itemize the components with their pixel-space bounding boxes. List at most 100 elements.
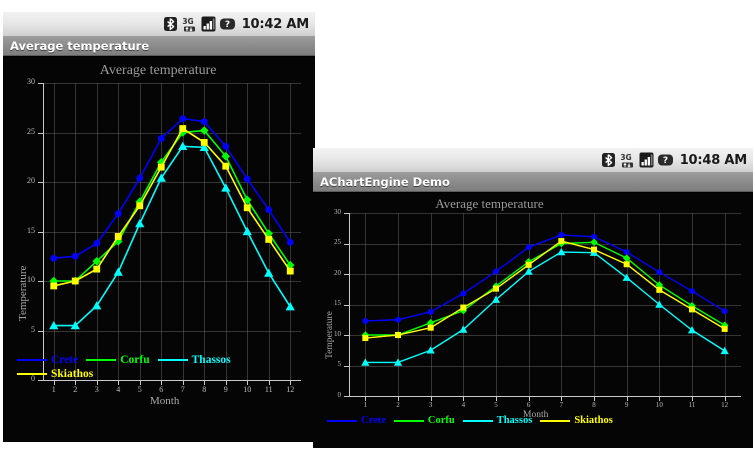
data-point bbox=[623, 261, 630, 268]
grid-line bbox=[626, 213, 628, 396]
data-point bbox=[265, 236, 273, 243]
data-point bbox=[687, 326, 697, 334]
x-axis-tick bbox=[496, 396, 497, 401]
status-bar-icons: 3G ? bbox=[601, 152, 674, 168]
chart-canvas[interactable]: Average temperature 0 5 10 15 20 25 30 1 2 3 4 5 6 7 8 9… bbox=[3, 57, 315, 442]
y-axis-label: 5 bbox=[31, 324, 35, 334]
data-point bbox=[361, 358, 370, 366]
data-point bbox=[265, 206, 273, 214]
x-axis-tick bbox=[528, 396, 530, 401]
data-point bbox=[92, 256, 101, 266]
legend-item[interactable]: Crete bbox=[17, 354, 78, 366]
x-axis-tick bbox=[561, 396, 563, 401]
data-point bbox=[136, 202, 144, 210]
x-axis-title: Month bbox=[523, 410, 549, 420]
data-point bbox=[656, 286, 663, 293]
chart-canvas[interactable]: Average temperature 0 5 10 15 20 25 30 1 2 3 4 5 6 7 8 9… bbox=[313, 193, 753, 448]
legend-swatch bbox=[327, 419, 357, 422]
grid-line bbox=[182, 83, 184, 380]
data-point bbox=[286, 238, 294, 246]
window-title-bar: AChartEngine Demo bbox=[313, 172, 753, 192]
x-axis-tick bbox=[463, 396, 465, 401]
data-point bbox=[93, 239, 101, 247]
data-point bbox=[264, 268, 274, 277]
window-average-temperature[interactable]: 3G ? 10:42 AM Average temperature Averag… bbox=[3, 12, 315, 442]
x-axis-label: 1 bbox=[363, 401, 368, 409]
data-point bbox=[362, 317, 369, 324]
data-point bbox=[136, 174, 144, 182]
data-point bbox=[222, 142, 230, 150]
series-line bbox=[365, 234, 726, 322]
x-axis-label: 11 bbox=[688, 401, 696, 409]
x-axis-label: 8 bbox=[592, 401, 596, 409]
data-point bbox=[427, 324, 434, 331]
data-point bbox=[558, 231, 565, 238]
y-axis-label: 15 bbox=[334, 299, 341, 308]
svg-text:?: ? bbox=[225, 20, 230, 30]
data-point bbox=[689, 306, 695, 313]
svg-text:?: ? bbox=[663, 156, 668, 166]
x-axis-tick bbox=[225, 380, 227, 385]
grid-line bbox=[225, 83, 227, 380]
chart-legend: Crete Corfu Thassos Skiathos bbox=[327, 415, 753, 428]
data-point bbox=[460, 304, 467, 311]
grid-line bbox=[75, 83, 77, 380]
legend-swatch bbox=[86, 359, 117, 361]
data-point bbox=[156, 173, 166, 182]
data-point bbox=[493, 285, 499, 292]
data-point bbox=[179, 125, 187, 132]
x-axis-tick bbox=[365, 396, 367, 401]
data-point bbox=[393, 358, 403, 366]
y-axis-tick bbox=[344, 396, 349, 397]
data-point bbox=[49, 320, 59, 330]
data-point bbox=[200, 139, 208, 146]
x-axis-label: 4 bbox=[116, 385, 121, 394]
y-axis-tick bbox=[38, 182, 43, 183]
legend-label: Corfu bbox=[427, 415, 455, 426]
grid-line bbox=[349, 274, 741, 275]
data-point bbox=[178, 141, 188, 151]
legend-label: Crete bbox=[51, 354, 79, 366]
grid-line bbox=[496, 213, 497, 396]
data-point bbox=[135, 218, 145, 228]
legend-item[interactable]: Thassos bbox=[157, 354, 231, 366]
y-axis-label: 20 bbox=[334, 268, 341, 277]
legend-item[interactable]: Corfu bbox=[393, 415, 455, 426]
unknown-sim-icon: ? bbox=[657, 154, 673, 166]
legend-item[interactable]: Thassos bbox=[462, 415, 532, 426]
grid-line bbox=[561, 213, 563, 396]
data-point bbox=[590, 238, 598, 247]
status-bar: 3G ? 10:42 AM bbox=[3, 12, 315, 36]
x-axis bbox=[43, 380, 301, 381]
x-axis-tick bbox=[96, 380, 98, 385]
grid-line bbox=[463, 213, 465, 396]
data-point bbox=[460, 290, 467, 297]
legend-item[interactable]: Skiathos bbox=[17, 368, 93, 380]
window-title-bar: Average temperature bbox=[3, 36, 315, 56]
x-axis bbox=[349, 396, 741, 397]
window-achartengine-demo[interactable]: 3G ? 10:48 AM AChartEngine Demo Average … bbox=[313, 148, 753, 448]
x-axis-tick bbox=[247, 380, 249, 385]
data-point bbox=[157, 135, 165, 142]
y-axis-tick bbox=[38, 231, 43, 233]
status-bar: 3G ? 10:48 AM bbox=[313, 148, 753, 172]
grid-line bbox=[118, 83, 120, 380]
legend-item[interactable]: Corfu bbox=[86, 354, 150, 366]
data-point bbox=[113, 267, 123, 276]
legend-item[interactable]: Crete bbox=[327, 415, 386, 426]
y-axis-label: 10 bbox=[27, 275, 35, 284]
x-axis-title: Month bbox=[150, 395, 180, 407]
grid-line bbox=[594, 213, 595, 396]
x-axis-label: 10 bbox=[243, 385, 252, 394]
legend-swatch bbox=[462, 419, 493, 422]
y-axis-tick bbox=[38, 330, 43, 332]
legend-item[interactable]: Skiathos bbox=[540, 415, 613, 426]
legend-swatch bbox=[157, 359, 188, 361]
y-axis-tick bbox=[344, 304, 349, 306]
data-point bbox=[591, 246, 597, 253]
x-axis-tick bbox=[182, 380, 184, 385]
data-point bbox=[459, 325, 468, 333]
y-axis bbox=[349, 213, 350, 396]
y-axis-label: 0 bbox=[31, 374, 35, 383]
data-point bbox=[243, 204, 251, 212]
